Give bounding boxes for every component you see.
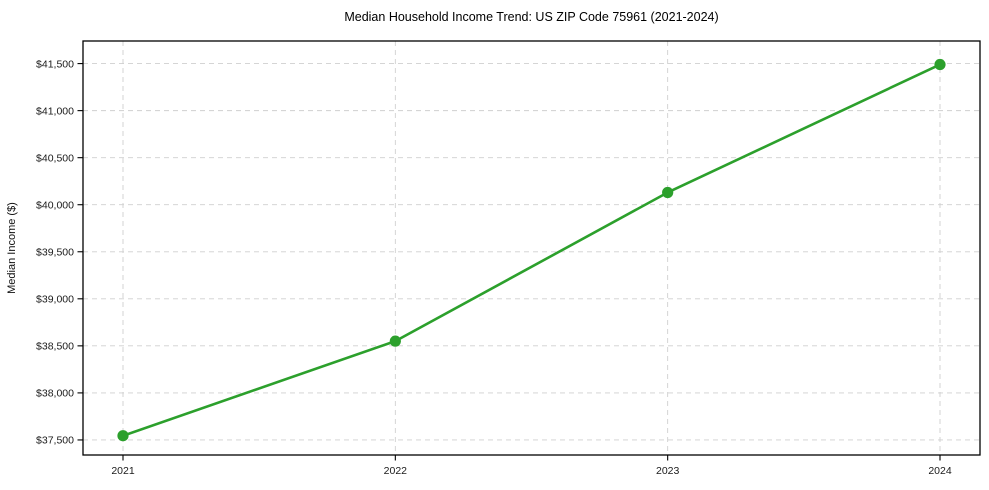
y-tick-label: $38,500 (36, 341, 74, 353)
y-tick-label: $39,500 (36, 246, 74, 258)
y-tick-label: $40,000 (36, 199, 74, 211)
data-point-marker (389, 335, 401, 347)
y-tick-label: $40,500 (36, 152, 74, 164)
x-tick-label: 2022 (384, 465, 408, 477)
x-tick-label: 2024 (928, 465, 952, 477)
chart-title: Median Household Income Trend: US ZIP Co… (344, 10, 718, 24)
y-tick-label: $37,500 (36, 435, 74, 447)
x-tick-label: 2021 (111, 465, 135, 477)
y-axis-label: Median Income ($) (6, 202, 18, 294)
data-point-marker (662, 186, 674, 199)
data-point-marker (934, 58, 946, 71)
axis-tick-labels: $37,500 $38,000 $38,500 $39,000 $39,500 $40,0… (36, 58, 952, 477)
x-tick-label: 2023 (656, 465, 680, 477)
trend-line (121, 63, 942, 438)
y-tick-label: $41,500 (36, 58, 74, 70)
data-series (117, 58, 946, 442)
y-tick-label: $38,000 (36, 388, 74, 400)
plot-border (82, 40, 981, 456)
y-tick-label: $39,000 (36, 294, 74, 306)
axis-ticks (77, 63, 941, 461)
y-tick-label: $41,000 (36, 105, 74, 117)
gridlines (83, 41, 980, 455)
data-point-marker (117, 430, 129, 442)
